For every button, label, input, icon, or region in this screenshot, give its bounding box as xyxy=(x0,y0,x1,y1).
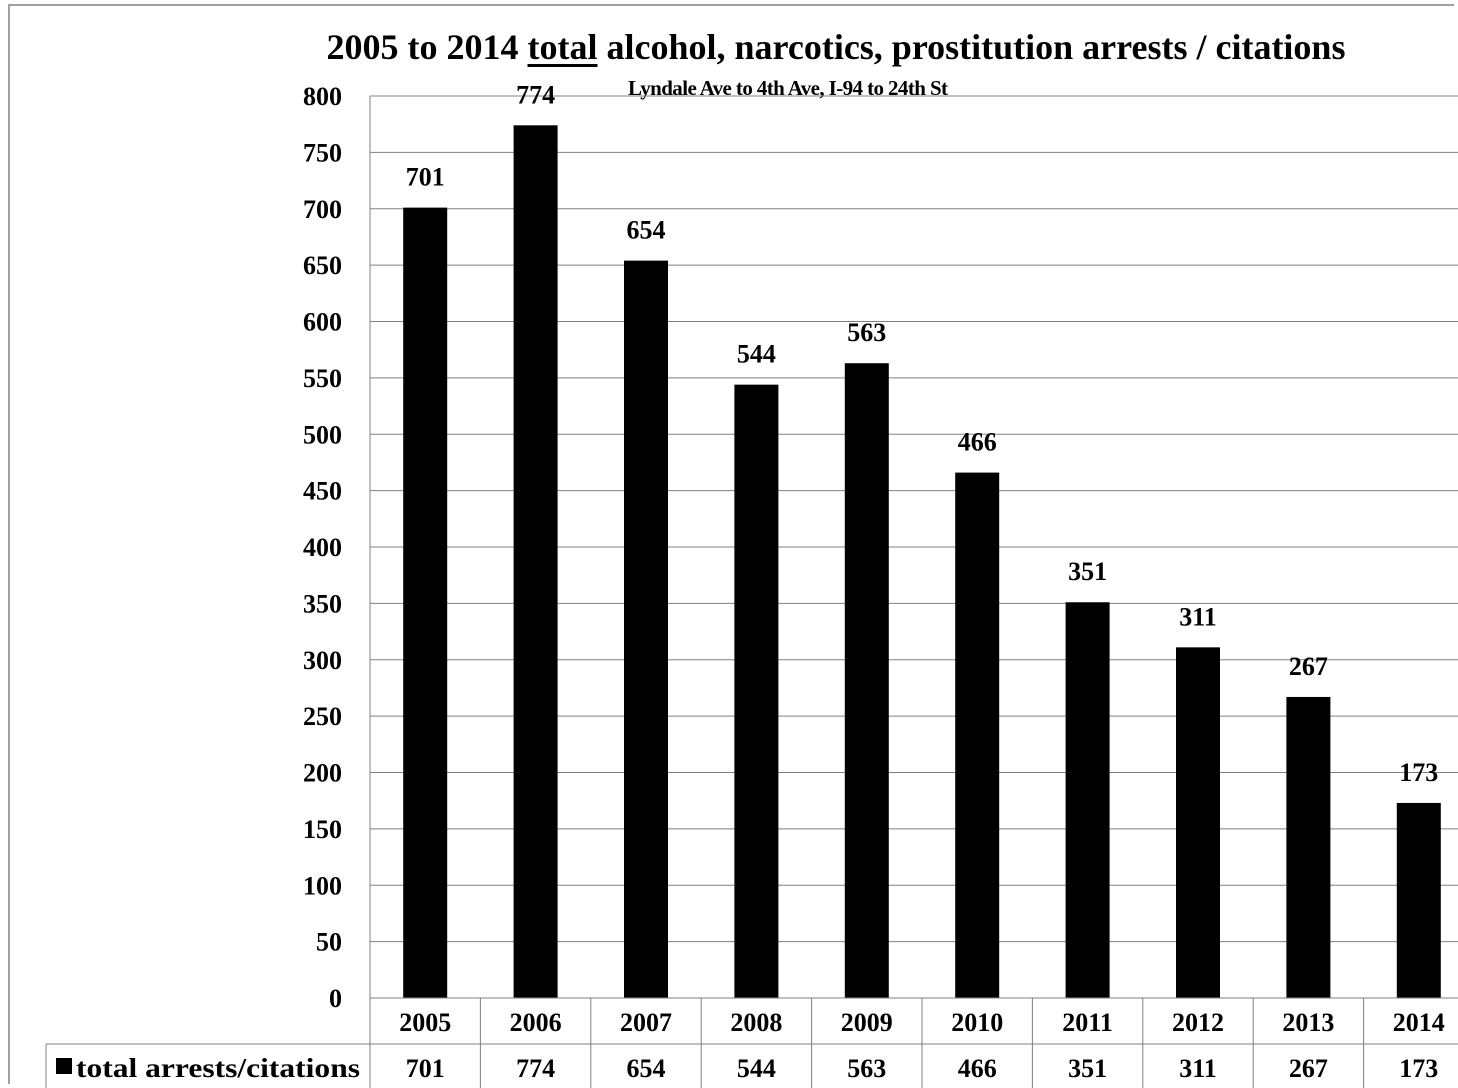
bar xyxy=(1065,602,1110,998)
y-tick-label: 250 xyxy=(303,702,342,731)
table-cell-value: 654 xyxy=(627,1054,666,1083)
y-tick-label: 450 xyxy=(303,477,342,506)
data-label: 351 xyxy=(1068,557,1107,586)
y-tick-label: 200 xyxy=(303,759,342,788)
title-part: 2005 to 2014 xyxy=(326,27,528,67)
bar xyxy=(1396,802,1441,998)
x-category-label: 2012 xyxy=(1172,1008,1224,1037)
x-category-label: 2013 xyxy=(1282,1008,1334,1037)
table-cell-value: 466 xyxy=(958,1054,997,1083)
bar xyxy=(513,125,558,998)
chart-title: 2005 to 2014 total alcohol, narcotics, p… xyxy=(0,26,1458,68)
legend-key xyxy=(56,1058,72,1074)
y-tick-label: 650 xyxy=(303,251,342,280)
y-tick-label: 350 xyxy=(303,589,342,618)
data-label: 173 xyxy=(1399,758,1438,787)
y-tick-label: 150 xyxy=(303,815,342,844)
x-category-label: 2014 xyxy=(1393,1008,1445,1037)
x-category-label: 2008 xyxy=(730,1008,782,1037)
data-label: 701 xyxy=(406,163,445,192)
x-category-label: 2007 xyxy=(620,1008,672,1037)
x-category-label: 2009 xyxy=(841,1008,893,1037)
x-category-label: 2006 xyxy=(510,1008,562,1037)
bar xyxy=(844,363,889,998)
data-label: 654 xyxy=(627,216,666,245)
bar xyxy=(734,384,779,998)
bar xyxy=(624,260,668,998)
data-label: 466 xyxy=(958,428,997,457)
data-label: 311 xyxy=(1179,602,1217,631)
y-tick-label: 300 xyxy=(303,646,342,675)
table-cell-value: 351 xyxy=(1068,1054,1107,1083)
y-tick-label: 600 xyxy=(303,308,342,337)
table-cell-value: 774 xyxy=(516,1054,555,1083)
table-cell-value: 311 xyxy=(1179,1054,1217,1083)
table-cell-value: 563 xyxy=(847,1054,886,1083)
chart-frame xyxy=(8,4,1454,1084)
legend-series-name: total arrests/citations xyxy=(76,1053,360,1083)
y-tick-label: 400 xyxy=(303,533,342,562)
data-label: 544 xyxy=(737,340,776,369)
y-tick-label: 750 xyxy=(303,138,342,167)
x-category-label: 2005 xyxy=(399,1008,451,1037)
y-tick-label: 0 xyxy=(329,984,342,1013)
y-tick-label: 50 xyxy=(316,928,342,957)
title-part-underlined: total xyxy=(527,27,598,67)
y-tick-label: 550 xyxy=(303,364,342,393)
data-label: 267 xyxy=(1289,652,1328,681)
x-category-label: 2011 xyxy=(1062,1008,1113,1037)
bar xyxy=(1176,647,1220,998)
y-tick-label: 100 xyxy=(303,871,342,900)
data-label: 563 xyxy=(847,318,886,347)
bar xyxy=(403,207,448,998)
table-cell-value: 701 xyxy=(406,1054,445,1083)
y-tick-label: 500 xyxy=(303,420,342,449)
table-cell-value: 267 xyxy=(1289,1054,1328,1083)
x-category-label: 2010 xyxy=(951,1008,1003,1037)
table-cell-value: 173 xyxy=(1399,1054,1438,1083)
data-label: 774 xyxy=(516,80,555,109)
bar xyxy=(1286,696,1331,998)
y-tick-label: 700 xyxy=(303,195,342,224)
bar xyxy=(955,472,1000,999)
table-cell-value: 544 xyxy=(737,1054,776,1083)
y-tick-label: 800 xyxy=(303,82,342,111)
title-part: alcohol, narcotics, prostitution arrests… xyxy=(597,27,1346,67)
